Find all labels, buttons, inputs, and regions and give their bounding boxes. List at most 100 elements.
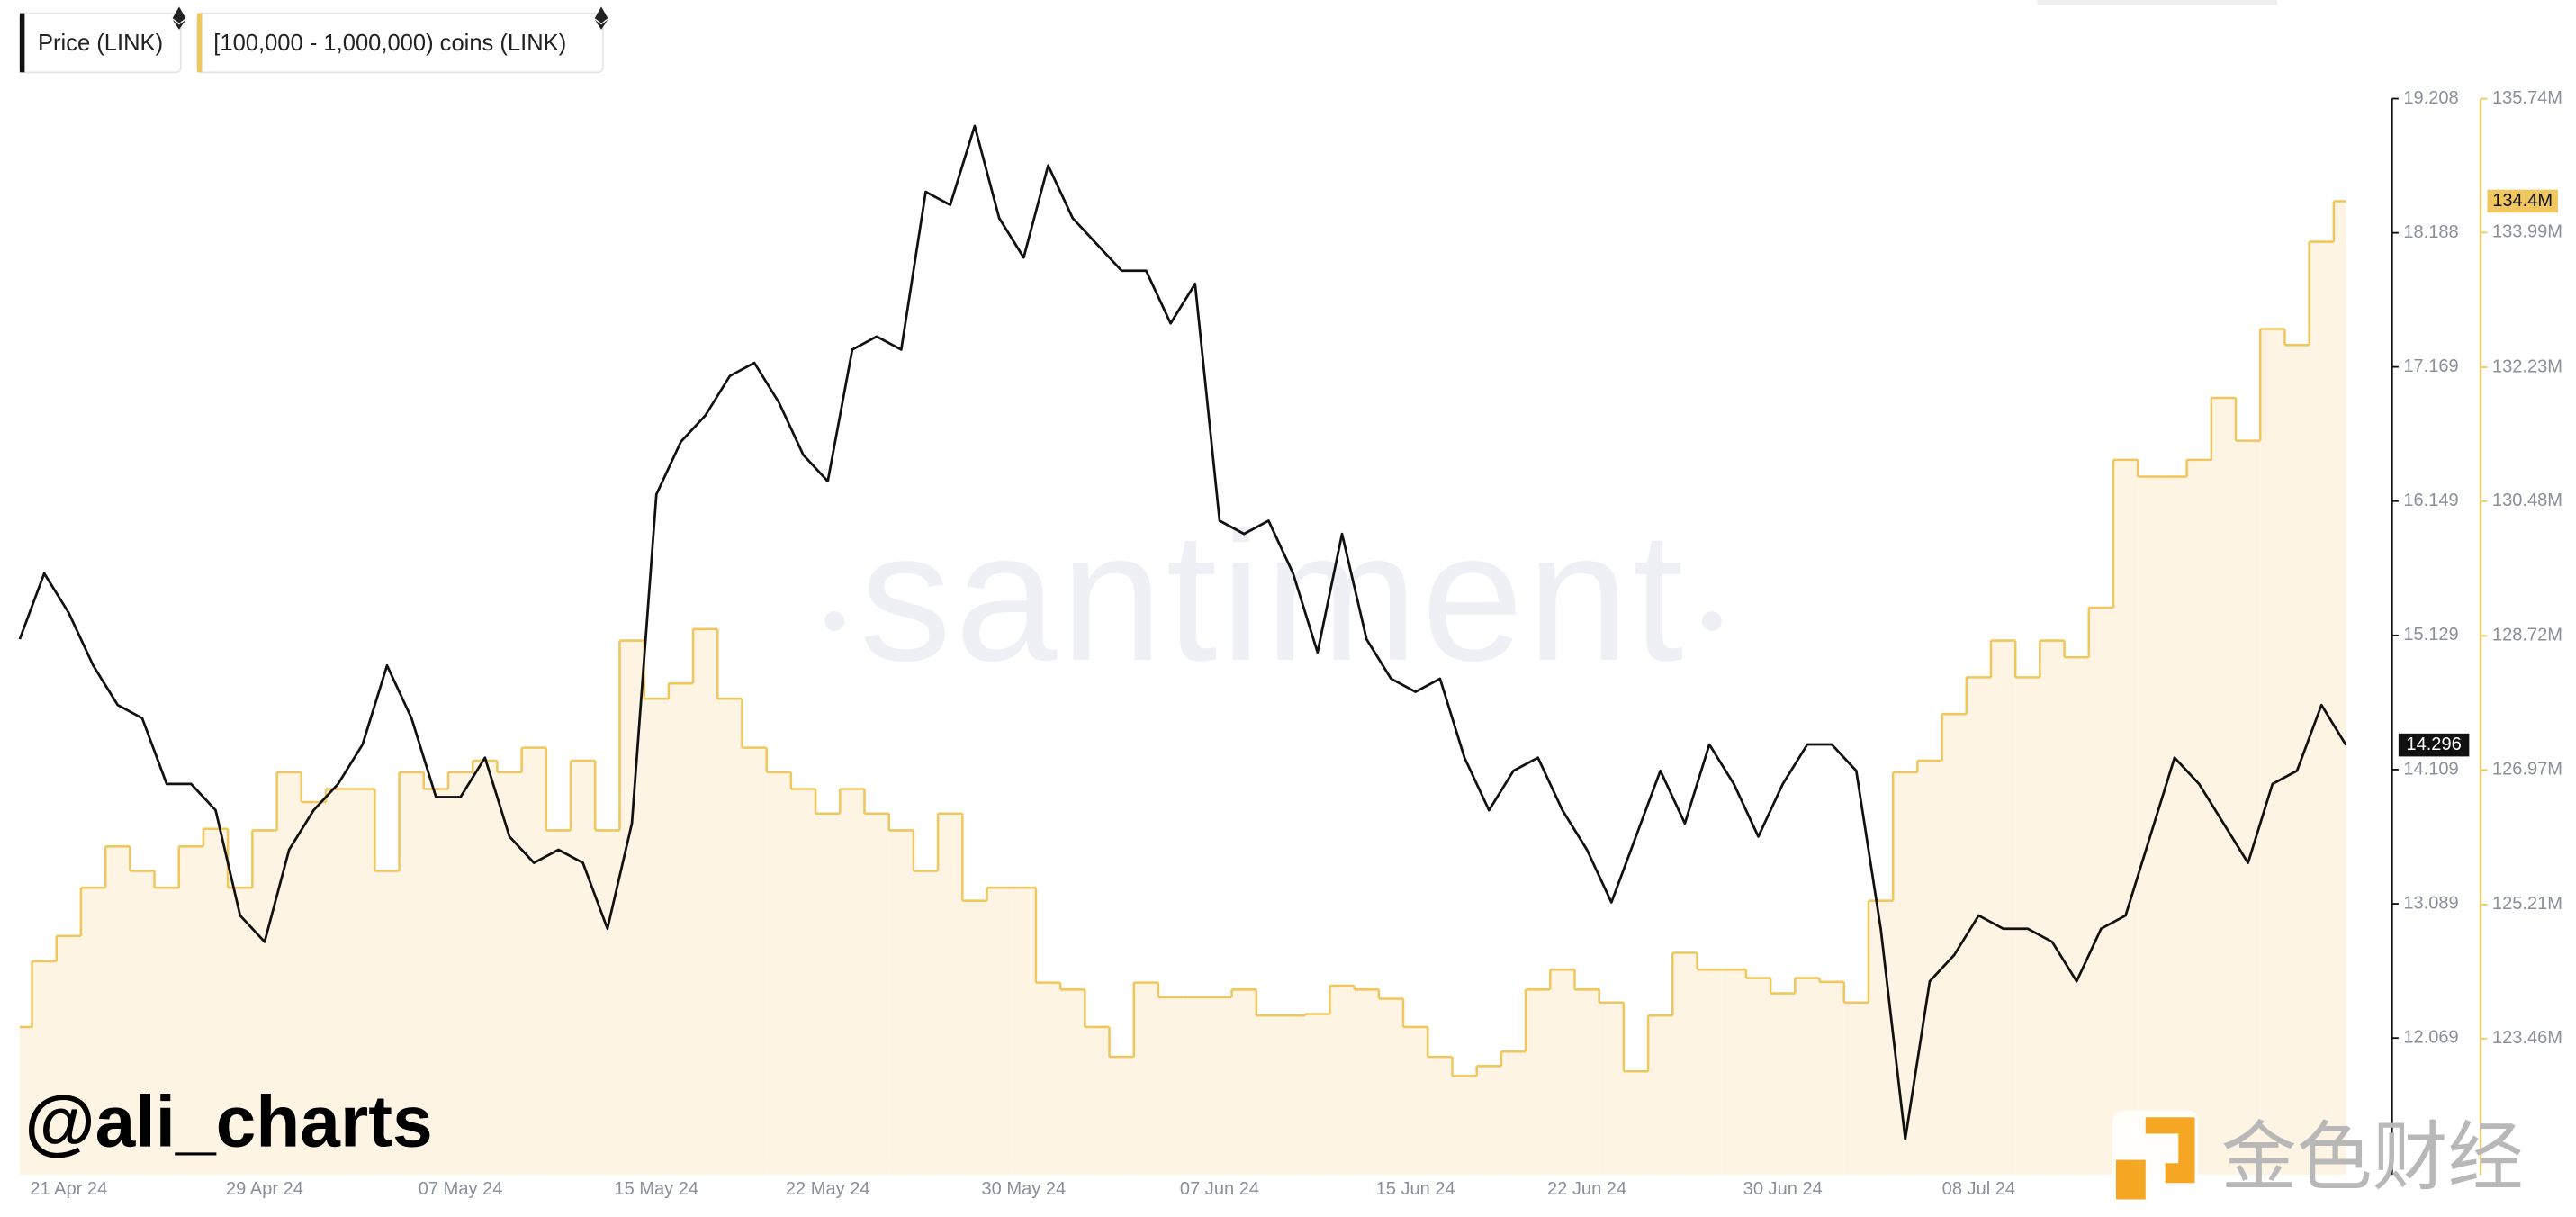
- area-layer: [19, 201, 2346, 1176]
- y2-tick-label: 123.46M: [2492, 1028, 2562, 1048]
- holdings-area-step: [473, 761, 498, 1176]
- holdings-area-step: [1526, 989, 1551, 1176]
- y2-tick-label: 132.23M: [2492, 356, 2562, 376]
- holdings-area-step: [1476, 1066, 1501, 1176]
- holdings-area-step: [1183, 996, 1208, 1176]
- last-value-label: 134.4M: [2492, 191, 2553, 211]
- holdings-area-step: [1305, 1014, 1330, 1176]
- holdings-area-step: [693, 628, 718, 1176]
- holdings-area-step: [178, 846, 203, 1176]
- toolbar-edge: [2037, 0, 2277, 5]
- holdings-area-step: [1500, 1051, 1527, 1176]
- legend-swatch: [19, 13, 25, 73]
- holdings-area-step: [2040, 640, 2065, 1176]
- jinse-logo: [2115, 1117, 2195, 1200]
- holdings-area-step: [497, 771, 522, 1176]
- holdings-area-step: [1281, 1015, 1306, 1176]
- holdings-area-step: [1207, 996, 1232, 1176]
- holdings-area-step: [448, 771, 473, 1176]
- eth-icon: [172, 6, 186, 30]
- x-tick-label: 15 May 24: [614, 1179, 698, 1199]
- line-layer: [18, 124, 2347, 1140]
- jinse-watermark: 金色财经: [2221, 1114, 2524, 1199]
- holdings-area-step: [766, 771, 791, 1176]
- legend: Price (LINK) [100,000 - 1,000,000) coins…: [18, 0, 2277, 74]
- x-tick-label: 07 Jun 24: [1180, 1179, 1259, 1199]
- holdings-area-step: [1697, 969, 1722, 1176]
- holdings-area-step: [986, 888, 1012, 1176]
- x-tick-label: 15 Jun 24: [1376, 1179, 1455, 1199]
- holdings-area-step: [2113, 459, 2139, 1176]
- y2-tick-label: 125.21M: [2492, 894, 2562, 914]
- holdings-area-step: [1378, 998, 1404, 1176]
- holdings-area-step: [815, 813, 841, 1176]
- y2-tick-label: 133.99M: [2492, 222, 2562, 242]
- holdings-area-step: [423, 789, 449, 1176]
- y-tick-label: 17.169: [2403, 356, 2458, 376]
- holdings-area-step: [203, 828, 229, 1176]
- holdings-area-step: [1452, 1076, 1477, 1176]
- holdings-area-step: [1354, 989, 1379, 1176]
- legend-label: Price (LINK): [38, 31, 163, 56]
- holdings-area-step: [2015, 677, 2040, 1176]
- legend-label: [100,000 - 1,000,000) coins (LINK): [213, 31, 566, 56]
- price-line: [18, 124, 2347, 1140]
- holdings-area-step: [80, 888, 106, 1176]
- holdings-area-step: [32, 960, 57, 1176]
- x-tick-label: 08 Jul 24: [1942, 1179, 2015, 1199]
- holdings-area-step: [2064, 657, 2089, 1176]
- holdings-area-step: [1085, 1026, 1110, 1176]
- holdings-area-step: [840, 789, 865, 1176]
- holdings-area-step: [2138, 476, 2163, 1176]
- y2-tick-label: 126.97M: [2492, 760, 2562, 780]
- last-value-label: 14.296: [2406, 735, 2461, 754]
- holdings-area-step: [1917, 761, 1942, 1176]
- holdings-area-step: [1550, 969, 1575, 1176]
- holdings-area-step: [154, 888, 179, 1176]
- holdings-area-step: [2186, 459, 2211, 1176]
- holdings-area-step: [668, 683, 694, 1176]
- holdings-area-step: [1403, 1026, 1428, 1176]
- holdings-area-step: [1035, 982, 1061, 1176]
- holdings-area-step: [350, 789, 375, 1176]
- x-tick-label: 30 May 24: [982, 1179, 1067, 1199]
- y-tick-label: 12.069: [2403, 1027, 2458, 1047]
- holdings-area-step: [228, 888, 253, 1176]
- holdings-area-step: [644, 699, 669, 1176]
- holdings-area-step: [1648, 1015, 1673, 1176]
- holdings-area-step: [1770, 993, 1796, 1176]
- holdings-area-step: [1966, 677, 1991, 1176]
- y-tick-label: 15.129: [2403, 625, 2458, 645]
- holdings-area-step: [1990, 640, 2016, 1176]
- holdings-area-step: [913, 870, 939, 1176]
- x-tick-label: 07 May 24: [419, 1179, 503, 1199]
- x-tick-label: 21 Apr 24: [30, 1179, 107, 1199]
- holdings-area-step: [276, 771, 302, 1176]
- last-value-badge: [2398, 733, 2470, 757]
- legend-swatch: [197, 13, 203, 73]
- holdings-area-step: [888, 830, 914, 1176]
- x-tick-label: 22 Jun 24: [1547, 1179, 1626, 1199]
- holdings-area-step: [1599, 1002, 1624, 1176]
- y-tick-label: 16.149: [2403, 491, 2458, 510]
- holdings-area-step: [1060, 989, 1085, 1176]
- holdings-area-step: [1941, 714, 1967, 1176]
- overlay-watermarks: @ali_charts 金色财经: [24, 1081, 2524, 1202]
- holdings-area-step: [105, 846, 131, 1176]
- holdings-area-step: [1672, 952, 1698, 1176]
- holdings-area-step: [717, 699, 743, 1176]
- holdings-area-step: [252, 830, 277, 1176]
- holdings-area-step: [1745, 978, 1771, 1176]
- last-value-badge: [2487, 189, 2558, 213]
- y2-tick-label: 128.72M: [2492, 626, 2562, 645]
- holdings-area-step: [1329, 986, 1355, 1176]
- holdings-area-step: [1819, 981, 1844, 1176]
- holdings-area-step: [2284, 345, 2310, 1176]
- watermark-dot: [824, 611, 845, 631]
- holdings-area-step: [545, 830, 572, 1176]
- watermark-layer: santiment: [824, 494, 1722, 699]
- holdings-area-step: [790, 789, 816, 1176]
- holdings-area-step: [1868, 900, 1894, 1176]
- holdings-area-step: [130, 870, 155, 1176]
